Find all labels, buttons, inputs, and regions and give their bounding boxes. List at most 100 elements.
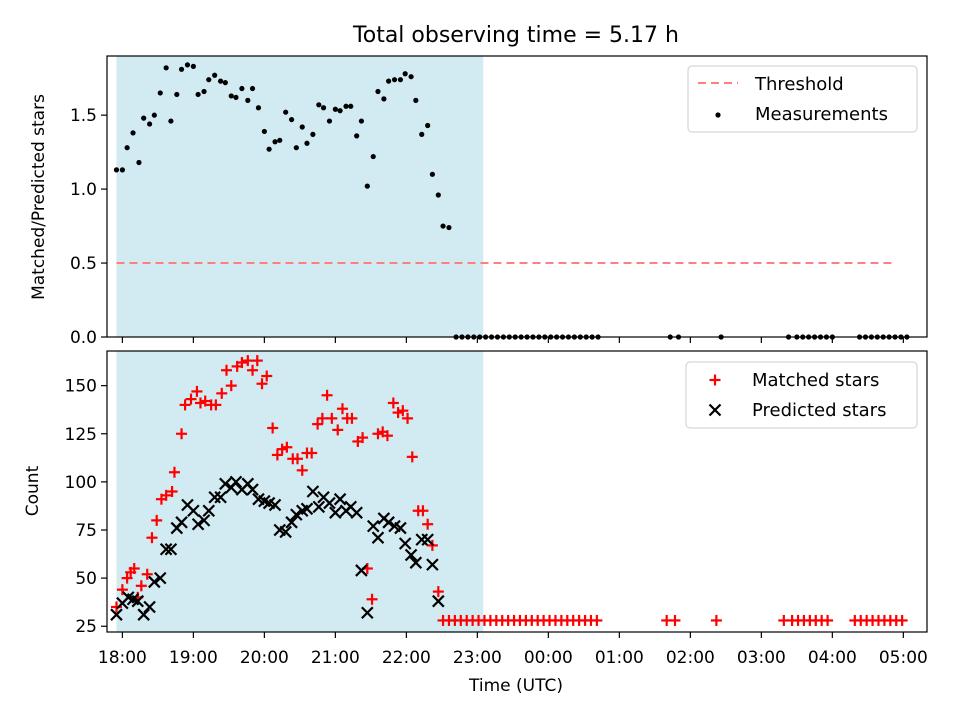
matched-point [256,378,268,390]
measurement-point [266,146,272,152]
predicted-point [350,506,363,519]
measurement-point [304,140,310,146]
measurement-point [168,118,174,124]
measurement-point [332,106,338,112]
predicted-point [290,508,303,521]
top-observing-window [116,56,484,337]
measurement-point [440,223,446,229]
predicted-point [219,477,232,491]
matched-point [387,397,399,409]
predicted-point [432,594,445,608]
legend-threshold-label: Threshold [754,74,844,95]
measurement-point [348,103,354,109]
matched-point [422,518,434,530]
measurement-point [146,121,153,127]
legend-predicted-swatch [708,403,722,417]
matched-point [179,399,191,411]
measurement-point [358,118,365,124]
measurement-point [277,137,283,143]
predicted-point [323,496,336,510]
y-tick-label: 125 [65,425,97,445]
measurement-point [293,145,299,151]
measurement-point [391,77,398,83]
predicted-point [394,521,407,535]
top-y-axis-label: Matched/Predicted stars [29,94,49,300]
predicted-point [159,542,173,556]
matched-point [397,405,409,417]
matched-point [336,403,348,415]
legend-predicted-label: Predicted stars [752,400,886,421]
matched-point [160,489,172,501]
x-tick-label: 18:00 [98,648,147,668]
y-tick-label: 100 [65,473,97,493]
measurement-point [435,192,441,198]
matched-point [121,572,133,584]
matched-point [110,601,122,613]
measurement-point [402,71,408,77]
bottom-legend: Matched stars Predicted stars [685,361,918,429]
matched-point [176,428,188,440]
predicted-point [175,516,188,529]
measurement-point [310,131,316,137]
measurement-point [239,85,245,92]
matched-point [146,532,158,544]
chart-title: Total observing time = 5.17 h [352,23,679,48]
matched-point [326,412,338,424]
matched-point [151,514,163,526]
measurement-point [178,66,185,72]
measurement-point [316,102,322,108]
measurement-point [425,122,431,129]
predicted-point [426,558,439,571]
matched-point [822,614,834,626]
measurement-point [288,116,295,123]
matched-point [406,451,418,463]
predicted-point [366,519,380,533]
x-tick-label: 23:00 [453,648,502,668]
predicted-point [148,575,161,589]
measurement-point [370,153,376,160]
measurement-point [212,72,218,78]
bottom-y-axis-label: Count [23,465,43,516]
predicted-point [279,525,292,539]
measurement-point [343,103,349,109]
measurement-point [446,224,452,231]
legend-matched-swatch [709,374,721,386]
matched-point [225,380,237,392]
measurement-point [299,124,305,130]
measurement-point [326,118,333,124]
matched-point [381,430,393,442]
measurement-point [261,128,267,135]
legend-measurements-label: Measurements [755,104,888,125]
matched-point [168,466,180,478]
predicted-point [306,485,320,498]
measurement-point [113,167,120,173]
top-panel: 0.0 0.5 1.0 1.5 Matched/Predicted stars Thr… [29,55,928,348]
matched-point [128,562,140,574]
legend-measurements-swatch [715,112,721,118]
measurement-point [381,96,387,102]
matched-point [296,464,308,476]
measurement-point [151,112,157,118]
x-tick-label: 03:00 [737,648,786,668]
matched-point [141,568,153,580]
matched-point [896,614,908,626]
measurement-point [375,88,381,95]
predicted-point [246,483,259,496]
predicted-point [229,475,243,489]
matched-point [116,584,128,596]
measurement-point [222,80,228,86]
matched-point [402,412,414,424]
measurement-point [364,183,370,189]
matched-point [271,449,283,461]
measurement-point [419,131,425,137]
matched-point [669,614,681,626]
legend-predicted-marker [708,403,722,417]
legend-matched-marker [709,374,721,386]
predicted-point [333,492,347,506]
predicted-point [300,502,314,516]
y-tick-label: 25 [75,617,97,637]
y-tick-label: 0.5 [70,254,97,274]
x-tick-label: 05:00 [879,648,928,668]
matched-point [281,441,293,453]
predicted-point [131,594,145,608]
